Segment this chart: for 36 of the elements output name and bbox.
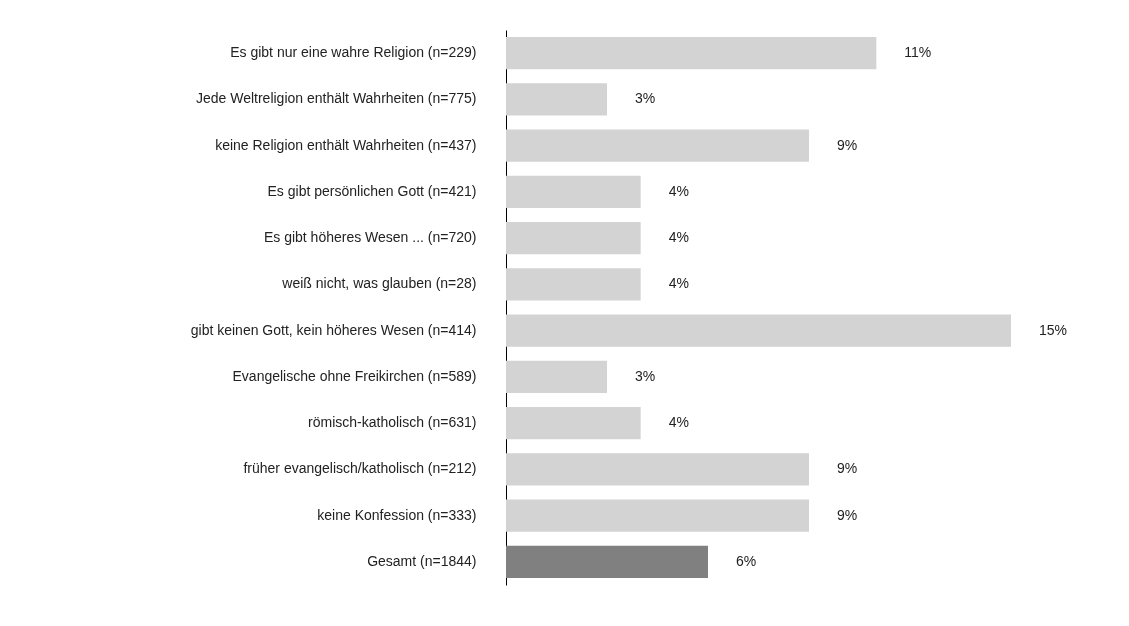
data-label: 11% [904,44,932,61]
data-label: 4% [668,414,689,431]
bar [506,36,877,70]
y-tick-label: weiß nicht, was glauben (n=28) [281,275,477,292]
y-tick-label: Es gibt persönlichen Gott (n=421) [267,182,477,199]
y-tick-label: keine Religion enthält Wahrheiten (n=437) [215,136,477,153]
y-tick-label: römisch-katholisch (n=631) [308,414,477,431]
data-label: 3% [635,367,656,384]
data-label: 9% [837,136,858,153]
bar [506,175,641,209]
bar [506,406,641,440]
bar [506,499,809,532]
data-label: 15% [1039,321,1068,338]
bar [506,83,607,116]
bar [506,314,1011,347]
bar [506,129,809,162]
y-tick-label: Evangelische ohne Freikirchen (n=589) [232,367,477,384]
bar [506,221,641,255]
data-label: 4% [668,182,689,199]
data-label: 3% [635,90,656,107]
data-label: 6% [736,552,757,569]
y-tick-label: keine Konfession (n=333) [317,506,477,523]
bar [506,545,708,579]
y-tick-label: gibt keinen Gott, kein höheres Wesen (n=414) [190,321,477,338]
y-tick-label: Es gibt nur eine wahre Religion (n=229) [230,44,477,61]
data-label: 4% [668,229,689,246]
bar [506,360,607,394]
y-tick-label: Es gibt höheres Wesen ... (n=720) [263,229,477,246]
data-label: 9% [837,460,858,477]
y-tick-label: Gesamt (n=1844) [367,552,477,569]
data-label: 9% [837,506,858,523]
bar [506,268,641,301]
bar [506,453,809,486]
y-tick-label: früher evangelisch/katholisch (n=212) [243,460,477,477]
data-label: 4% [668,275,689,292]
y-tick-label: Jede Weltreligion enthält Wahrheiten (n=775) [195,90,477,107]
